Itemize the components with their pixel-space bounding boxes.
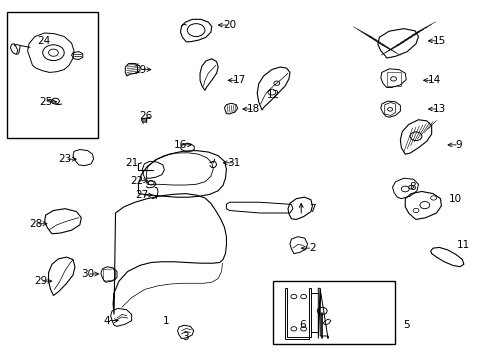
Text: 29: 29: [34, 276, 48, 286]
Text: 22: 22: [130, 176, 143, 186]
Text: 30: 30: [81, 269, 94, 279]
Text: 12: 12: [267, 90, 280, 100]
Text: 6: 6: [299, 320, 306, 330]
Text: 21: 21: [125, 158, 138, 168]
Text: 11: 11: [457, 240, 470, 250]
Text: 17: 17: [233, 75, 246, 85]
Text: 2: 2: [309, 243, 316, 253]
Text: 24: 24: [37, 36, 50, 46]
Text: 28: 28: [29, 219, 43, 229]
Bar: [6, 12, 98, 138]
Text: 3: 3: [182, 332, 189, 342]
Text: 15: 15: [433, 36, 446, 46]
Text: 1: 1: [163, 316, 169, 325]
Text: 23: 23: [59, 154, 72, 164]
Text: 13: 13: [433, 104, 446, 114]
Text: 5: 5: [403, 320, 410, 330]
Bar: [273, 281, 395, 344]
Text: 31: 31: [228, 158, 241, 168]
Text: 19: 19: [133, 64, 147, 75]
Text: 8: 8: [409, 182, 416, 192]
Text: 25: 25: [39, 97, 52, 107]
Text: 16: 16: [174, 140, 187, 150]
Text: 27: 27: [135, 190, 148, 200]
Text: 10: 10: [448, 194, 462, 204]
Text: 26: 26: [140, 111, 153, 121]
Text: 4: 4: [104, 316, 111, 325]
Text: 20: 20: [223, 20, 236, 30]
Text: 18: 18: [247, 104, 260, 114]
Text: 9: 9: [456, 140, 463, 150]
Text: 14: 14: [428, 75, 441, 85]
Text: 7: 7: [309, 204, 316, 215]
